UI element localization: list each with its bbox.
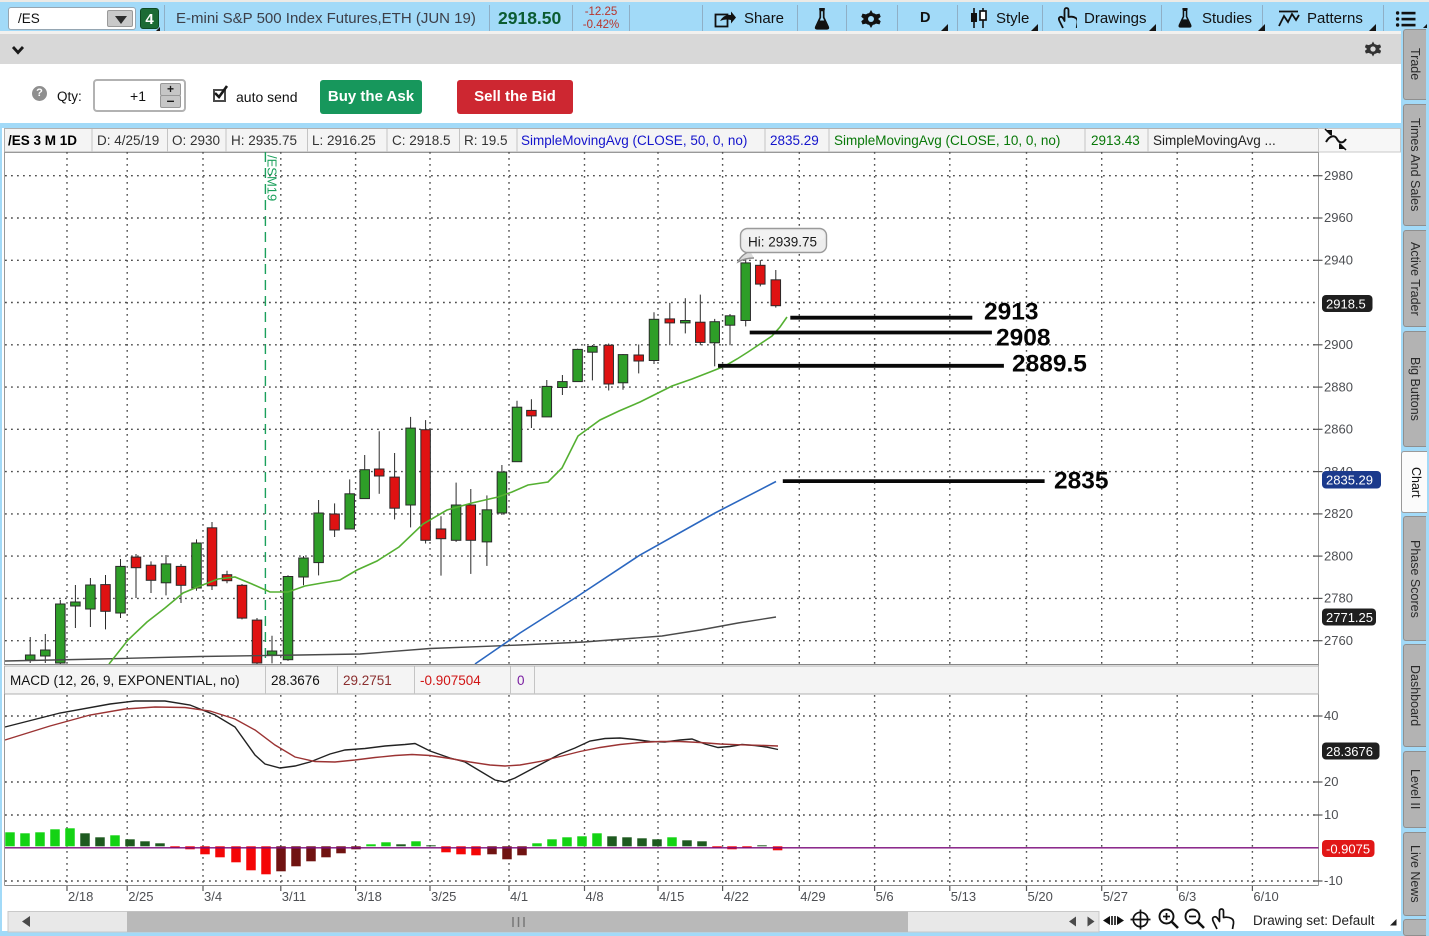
svg-text:2913: 2913 (984, 299, 1039, 326)
svg-text:-10: -10 (1324, 873, 1343, 888)
svg-text:10: 10 (1324, 807, 1338, 822)
svg-text:2980: 2980 (1324, 168, 1353, 183)
svg-text:5/13: 5/13 (951, 889, 976, 904)
svg-text:2835: 2835 (1054, 468, 1109, 495)
svg-text:2800: 2800 (1324, 548, 1353, 563)
svg-text:2908: 2908 (996, 325, 1051, 352)
svg-text:0: 0 (517, 673, 525, 688)
svg-text:2835.29: 2835.29 (1326, 473, 1373, 488)
svg-text:O: 2930: O: 2930 (172, 133, 220, 148)
svg-text:29.2751: 29.2751 (343, 673, 392, 688)
svg-text:Hi: 2939.75: Hi: 2939.75 (748, 235, 817, 250)
svg-text:6/3: 6/3 (1178, 889, 1196, 904)
svg-text:C: 2918.5: C: 2918.5 (392, 133, 451, 148)
svg-text:4/22: 4/22 (724, 889, 749, 904)
svg-text:2960: 2960 (1324, 210, 1353, 225)
svg-text:2940: 2940 (1324, 253, 1353, 268)
svg-text:4/29: 4/29 (800, 889, 825, 904)
svg-text:3/18: 3/18 (357, 889, 382, 904)
svg-text:5/20: 5/20 (1028, 889, 1053, 904)
svg-text:Drawing set: Default: Drawing set: Default (1253, 913, 1375, 928)
svg-text:28.3676: 28.3676 (1326, 744, 1373, 759)
svg-text:2780: 2780 (1324, 591, 1353, 606)
svg-text:4/8: 4/8 (586, 889, 604, 904)
svg-text:2/25: 2/25 (128, 889, 153, 904)
svg-text:/ES 3 M 1D: /ES 3 M 1D (8, 133, 77, 148)
svg-text:/ESM19: /ESM19 (265, 155, 280, 201)
svg-text:2889.5: 2889.5 (1012, 351, 1087, 378)
svg-text:SimpleMovingAvg (CLOSE, 50, 0,: SimpleMovingAvg (CLOSE, 50, 0, no) (521, 133, 747, 148)
svg-text:SimpleMovingAvg ...: SimpleMovingAvg ... (1153, 133, 1276, 148)
svg-text:4/15: 4/15 (659, 889, 684, 904)
svg-text:2913.43: 2913.43 (1091, 133, 1140, 148)
svg-text:MACD (12, 26, 9, EXPONENTIAL,: MACD (12, 26, 9, EXPONENTIAL, no) (10, 673, 240, 688)
svg-text:H: 2935.75: H: 2935.75 (231, 133, 297, 148)
svg-text:SimpleMovingAvg (CLOSE, 10, 0,: SimpleMovingAvg (CLOSE, 10, 0, no) (834, 133, 1060, 148)
svg-text:6/10: 6/10 (1253, 889, 1278, 904)
svg-text:3/11: 3/11 (282, 889, 306, 904)
svg-text:L: 2916.25: L: 2916.25 (312, 133, 376, 148)
svg-text:2760: 2760 (1324, 633, 1353, 648)
svg-text:R: 19.5: R: 19.5 (464, 133, 508, 148)
svg-text:2835.29: 2835.29 (770, 133, 819, 148)
svg-text:2771.25: 2771.25 (1326, 610, 1373, 625)
svg-text:28.3676: 28.3676 (271, 673, 320, 688)
svg-text:2820: 2820 (1324, 506, 1353, 521)
svg-text:5/6: 5/6 (876, 889, 894, 904)
svg-text:2880: 2880 (1324, 379, 1353, 394)
svg-text:2/18: 2/18 (68, 889, 93, 904)
svg-text:2918.5: 2918.5 (1326, 296, 1366, 311)
svg-text:20: 20 (1324, 774, 1338, 789)
svg-text:2860: 2860 (1324, 422, 1353, 437)
svg-text:2900: 2900 (1324, 337, 1353, 352)
svg-text:-0.907504: -0.907504 (420, 673, 481, 688)
svg-text:D: 4/25/19: D: 4/25/19 (97, 133, 159, 148)
svg-text:40: 40 (1324, 708, 1338, 723)
svg-text:5/27: 5/27 (1103, 889, 1128, 904)
svg-text:3/4: 3/4 (204, 889, 222, 904)
svg-text:-0.9075: -0.9075 (1326, 841, 1370, 856)
svg-text:4/1: 4/1 (510, 889, 528, 904)
svg-text:3/25: 3/25 (431, 889, 456, 904)
